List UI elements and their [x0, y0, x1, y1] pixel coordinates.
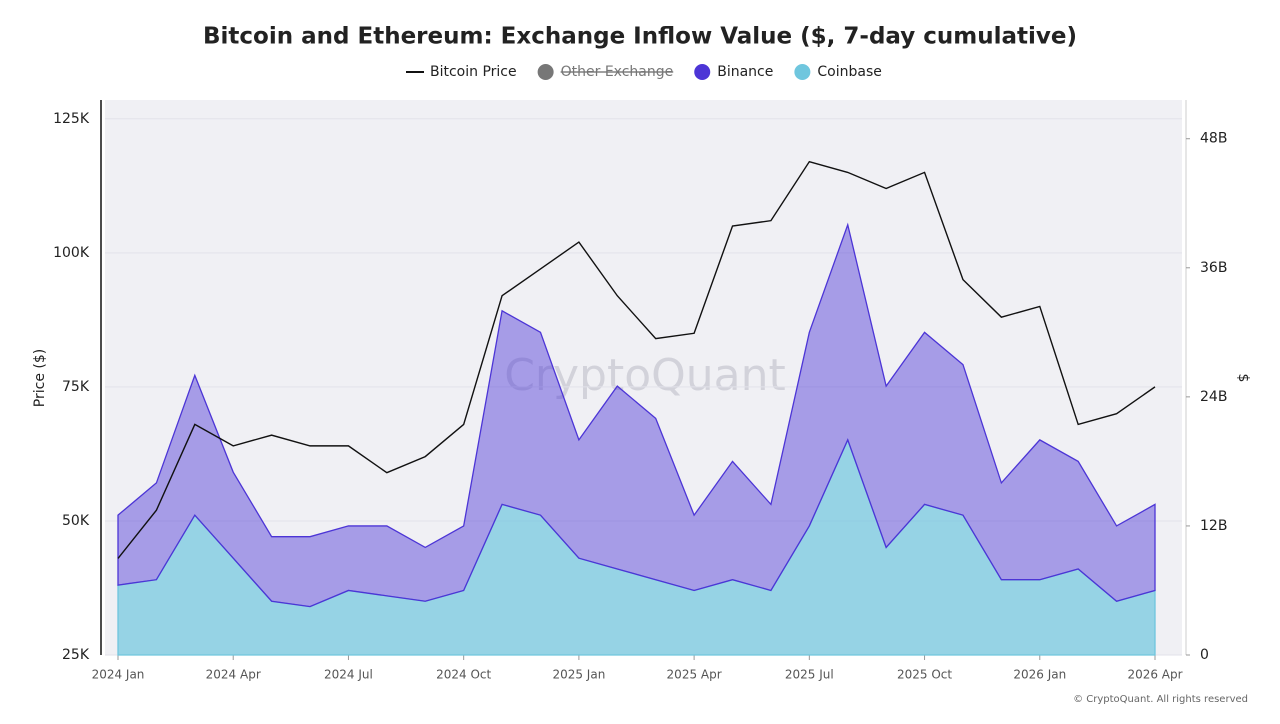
y2-tick-label: 0 [1200, 647, 1209, 663]
legend-swatch [537, 64, 554, 80]
x-tick-label: 2024 Oct [436, 668, 491, 682]
y-tick-label: 125K [53, 111, 90, 127]
legend-item: Coinbase [794, 64, 882, 80]
legend-item: Bitcoin Price [406, 64, 517, 80]
y2-tick-label: 12B [1200, 518, 1227, 534]
x-tick-label: 2026 Apr [1127, 668, 1182, 682]
y-tick-label: 75K [62, 379, 90, 395]
y-tick-label: 25K [62, 647, 90, 663]
legend-swatch [794, 64, 811, 80]
y-tick-label: 50K [62, 513, 90, 529]
x-tick-label: 2026 Jan [1013, 668, 1066, 682]
legend-label: Bitcoin Price [430, 64, 517, 80]
legend-swatch [694, 64, 711, 80]
y2-tick-label: 48B [1200, 131, 1227, 147]
legend-label: Coinbase [817, 64, 881, 80]
x-tick-label: 2025 Oct [897, 668, 952, 682]
chart-title: Bitcoin and Ethereum: Exchange Inflow Va… [203, 24, 1077, 50]
y2-tick-label: 24B [1200, 389, 1227, 405]
legend-item: Binance [694, 64, 773, 80]
x-tick-label: 2025 Apr [667, 668, 722, 682]
price-line [117, 160, 1156, 559]
x-tick-label: 2025 Jul [785, 668, 834, 682]
y-tick-label: 100K [53, 245, 90, 261]
x-tick-label: 2024 Jul [324, 668, 373, 682]
legend-item: Other Exchange [537, 64, 674, 80]
x-tick-label: 2024 Jan [92, 668, 145, 682]
y2-tick-label: 36B [1200, 260, 1227, 276]
watermark: CryptoQuant [504, 350, 786, 401]
legend-label: Other Exchange [561, 64, 674, 80]
x-tick-label: 2025 Jan [552, 668, 605, 682]
area [117, 222, 1156, 608]
y-axis-title: Price ($) [32, 349, 48, 407]
y2-axis-title: $ [1235, 374, 1251, 383]
legend-label: Binance [717, 64, 773, 80]
x-tick-label: 2024 Apr [206, 668, 261, 682]
plot-background [105, 100, 1182, 655]
credit: © CryptoQuant. All rights reserved [1073, 694, 1248, 705]
